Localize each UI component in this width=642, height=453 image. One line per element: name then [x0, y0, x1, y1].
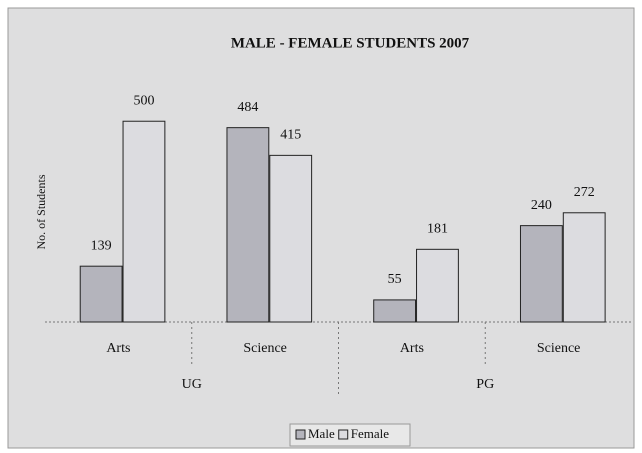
value-label: 55 [388, 272, 402, 287]
bar [373, 299, 417, 323]
legend-swatch [338, 429, 349, 440]
bar [519, 225, 563, 323]
x-tick-label: Science [243, 341, 287, 356]
value-label: 240 [531, 198, 552, 213]
bar [79, 265, 123, 323]
bar [416, 248, 459, 323]
value-label: 500 [133, 93, 154, 108]
value-label: 139 [91, 238, 112, 253]
legend-label: Male [308, 426, 335, 441]
bar [226, 127, 270, 323]
group-label: PG [476, 377, 494, 392]
bar [122, 120, 166, 323]
x-tick-label: Arts [400, 341, 424, 356]
value-label: 415 [280, 128, 301, 143]
legend-swatch [295, 429, 306, 440]
group-label: UG [182, 377, 202, 392]
value-label: 272 [574, 185, 595, 200]
value-label: 181 [427, 222, 448, 237]
bar [269, 154, 313, 323]
x-tick-label: Arts [106, 341, 130, 356]
x-tick-label: Science [537, 341, 581, 356]
chart-title: MALE - FEMALE STUDENTS 2007 [231, 35, 470, 51]
legend-label: Female [351, 426, 389, 441]
bar [562, 212, 606, 323]
value-label: 484 [237, 100, 258, 115]
y-axis-label: No. of Students [34, 174, 48, 249]
legend-box [289, 423, 411, 447]
